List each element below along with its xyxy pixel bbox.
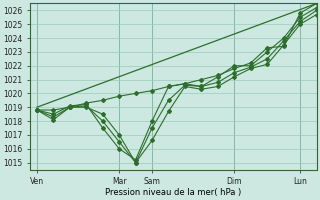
X-axis label: Pression niveau de la mer( hPa ): Pression niveau de la mer( hPa ) bbox=[105, 188, 242, 197]
